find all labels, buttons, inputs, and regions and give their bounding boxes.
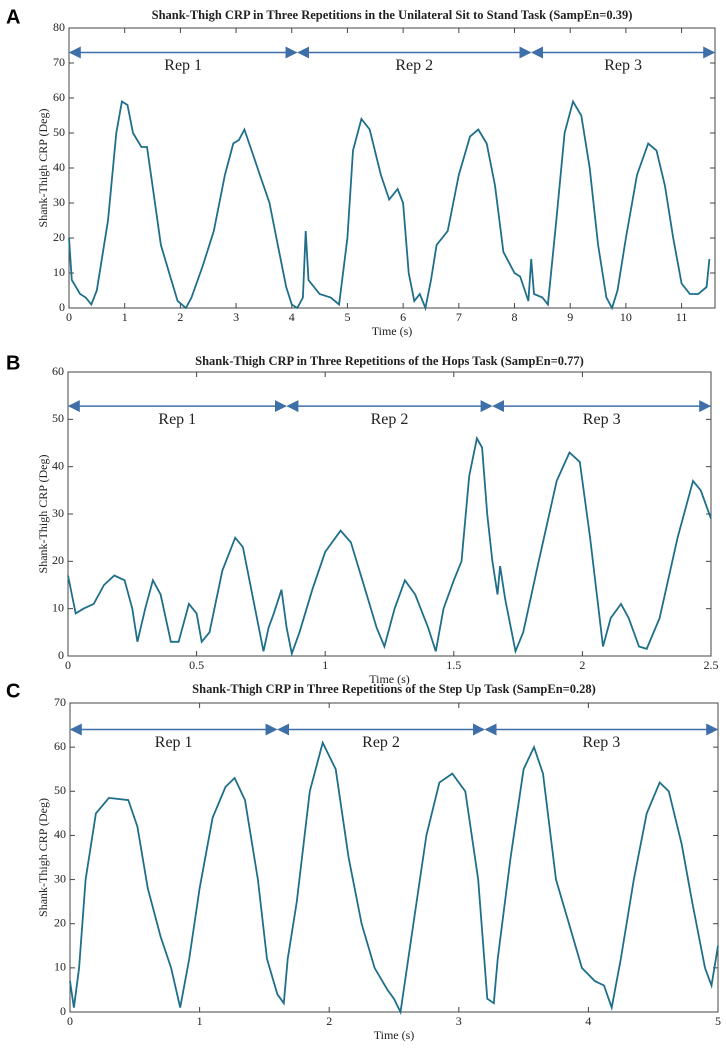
chart-title: Shank-Thigh CRP in Three Repetitions of … xyxy=(195,354,584,368)
x-tick-label: 2.5 xyxy=(704,658,719,672)
rep-label: Rep 3 xyxy=(583,411,621,428)
y-tick-label: 60 xyxy=(53,90,65,104)
rep-label: Rep 1 xyxy=(155,734,193,751)
data-line xyxy=(69,740,719,1015)
chart-title: Shank-Thigh CRP in Three Repetitions in … xyxy=(152,8,633,22)
x-tick-label: 4 xyxy=(289,310,295,324)
x-tick-label: 0 xyxy=(66,310,72,324)
x-tick-label: 9 xyxy=(567,310,573,324)
y-tick-label: 20 xyxy=(53,230,65,244)
rep-label: Rep 1 xyxy=(158,411,196,428)
y-tick-label: 40 xyxy=(52,458,64,472)
y-tick-label: 50 xyxy=(53,125,65,139)
x-axis-label: Time (s) xyxy=(372,324,413,338)
y-tick-label: 40 xyxy=(53,160,65,174)
x-tick-label: 1 xyxy=(197,1014,203,1028)
y-tick-label: 60 xyxy=(54,739,66,753)
y-tick-label: 20 xyxy=(52,553,64,567)
x-tick-label: 5 xyxy=(715,1014,721,1028)
y-tick-label: 10 xyxy=(54,960,66,974)
x-tick-label: 1 xyxy=(322,658,328,672)
x-tick-label: 5 xyxy=(344,310,350,324)
y-tick-label: 50 xyxy=(52,411,64,425)
y-tick-label: 0 xyxy=(59,300,65,314)
rep-label: Rep 3 xyxy=(582,734,620,751)
y-tick-label: 10 xyxy=(53,265,65,279)
y-tick-label: 70 xyxy=(54,695,66,709)
x-tick-label: 1.5 xyxy=(446,658,461,672)
x-tick-label: 8 xyxy=(512,310,518,324)
x-tick-label: 0.5 xyxy=(189,658,204,672)
x-tick-label: 0 xyxy=(67,1014,73,1028)
panel-label: B xyxy=(6,352,20,374)
rep-label: Rep 2 xyxy=(395,57,433,74)
rep-label: Rep 3 xyxy=(604,57,642,74)
panel-label: A xyxy=(6,6,20,28)
data-line xyxy=(67,435,712,657)
x-tick-label: 3 xyxy=(456,1014,462,1028)
y-tick-label: 20 xyxy=(54,915,66,929)
y-tick-label: 70 xyxy=(53,55,65,69)
y-tick-label: 30 xyxy=(53,195,65,209)
x-tick-label: 11 xyxy=(676,310,688,324)
y-tick-label: 40 xyxy=(54,827,66,841)
data-line xyxy=(68,99,711,312)
x-tick-label: 4 xyxy=(585,1014,591,1028)
panel-label: C xyxy=(6,680,20,702)
y-axis-label: Shank-Thigh CRP (Deg) xyxy=(36,109,50,228)
x-tick-label: 0 xyxy=(65,658,71,672)
rep-label: Rep 1 xyxy=(164,57,202,74)
y-tick-label: 30 xyxy=(52,506,64,520)
y-axis-label: Shank-Thigh CRP (Deg) xyxy=(36,455,50,574)
y-tick-label: 0 xyxy=(60,1004,66,1018)
x-tick-label: 10 xyxy=(620,310,632,324)
y-tick-label: 60 xyxy=(52,364,64,378)
x-tick-label: 2 xyxy=(326,1014,332,1028)
x-tick-label: 7 xyxy=(456,310,462,324)
x-tick-label: 6 xyxy=(400,310,406,324)
x-tick-label: 3 xyxy=(233,310,239,324)
y-axis-label: Shank-Thigh CRP (Deg) xyxy=(36,798,50,917)
y-tick-label: 80 xyxy=(53,20,65,34)
x-axis-label: Time (s) xyxy=(369,672,410,686)
y-tick-label: 50 xyxy=(54,783,66,797)
y-tick-label: 30 xyxy=(54,871,66,885)
x-tick-label: 2 xyxy=(579,658,585,672)
rep-label: Rep 2 xyxy=(371,411,409,428)
rep-label: Rep 2 xyxy=(362,734,400,751)
y-tick-label: 0 xyxy=(58,648,64,662)
y-tick-label: 10 xyxy=(52,600,64,614)
x-tick-label: 2 xyxy=(177,310,183,324)
x-axis-label: Time (s) xyxy=(374,1028,415,1042)
x-tick-label: 1 xyxy=(122,310,128,324)
chart-title: Shank-Thigh CRP in Three Repetitions of … xyxy=(192,682,596,696)
plot-frame xyxy=(69,702,719,1013)
